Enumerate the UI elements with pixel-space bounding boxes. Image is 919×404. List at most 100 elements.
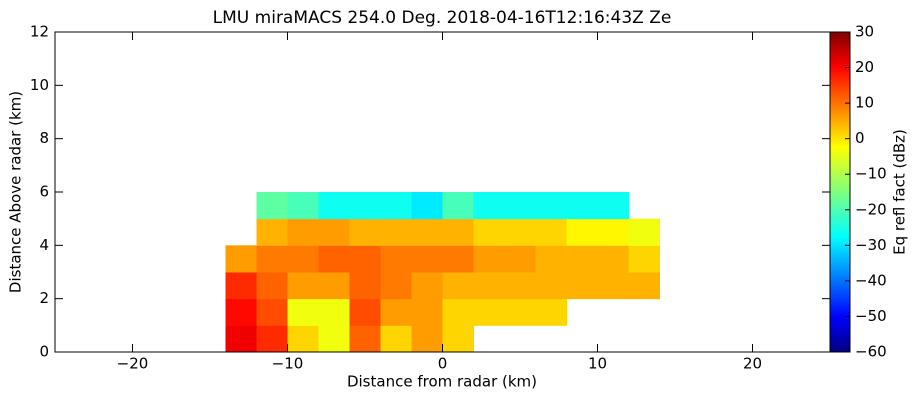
cell xyxy=(442,298,474,326)
cell xyxy=(566,272,598,300)
cell xyxy=(318,298,350,326)
cell xyxy=(504,298,536,326)
cell xyxy=(411,192,443,220)
cell xyxy=(566,192,598,220)
colorbar-tick-label: −40 xyxy=(855,271,887,289)
cell xyxy=(597,192,629,220)
cell xyxy=(504,245,536,273)
cell xyxy=(473,192,505,220)
cell xyxy=(256,325,288,353)
cell xyxy=(256,298,288,326)
y-tick-label: 2 xyxy=(39,289,49,307)
x-axis-label: Distance from radar (km) xyxy=(347,373,537,391)
cell xyxy=(411,218,443,246)
cell xyxy=(411,245,443,273)
cell xyxy=(256,245,288,273)
cell xyxy=(380,272,412,300)
colorbar-label: Eq refl fact (dBz) xyxy=(891,129,909,255)
cell xyxy=(380,298,412,326)
colorbar-tick-label: −10 xyxy=(855,165,887,183)
y-tick-label: 10 xyxy=(30,76,49,94)
cell xyxy=(256,272,288,300)
cell xyxy=(318,325,350,353)
cell xyxy=(256,218,288,246)
cell xyxy=(225,325,257,353)
colorbar-tick-label: −60 xyxy=(855,343,887,361)
cell xyxy=(535,272,567,300)
cell xyxy=(349,245,381,273)
cell xyxy=(473,298,505,326)
colorbar-tick-label: 30 xyxy=(855,23,874,41)
y-axis-label: Distance Above radar (km) xyxy=(7,91,25,293)
cell xyxy=(349,272,381,300)
cell xyxy=(287,245,319,273)
y-tick-label: 8 xyxy=(39,129,49,147)
cell xyxy=(287,272,319,300)
cell xyxy=(628,245,660,273)
y-tick-label: 12 xyxy=(30,23,49,41)
cell xyxy=(318,218,350,246)
chart-title: LMU miraMACS 254.0 Deg. 2018-04-16T12:16… xyxy=(213,8,672,28)
cell xyxy=(535,245,567,273)
cell xyxy=(473,245,505,273)
cell xyxy=(349,298,381,326)
cell xyxy=(225,272,257,300)
cell xyxy=(411,325,443,353)
cell xyxy=(287,218,319,246)
cell xyxy=(597,218,629,246)
cell xyxy=(411,272,443,300)
cell xyxy=(504,272,536,300)
cell xyxy=(473,218,505,246)
y-tick-label: 6 xyxy=(39,183,49,201)
cell xyxy=(535,192,567,220)
cell xyxy=(380,245,412,273)
cell xyxy=(504,218,536,246)
y-tick-label: 0 xyxy=(39,343,49,361)
cell xyxy=(225,298,257,326)
cell xyxy=(380,192,412,220)
x-tick-label: −20 xyxy=(117,355,149,373)
cell xyxy=(442,325,474,353)
cell xyxy=(287,192,319,220)
x-tick-label: 0 xyxy=(438,355,448,373)
cell xyxy=(566,218,598,246)
cell xyxy=(535,218,567,246)
cell xyxy=(256,192,288,220)
cell xyxy=(442,272,474,300)
cell xyxy=(318,245,350,273)
colorbar-tick-label: −50 xyxy=(855,307,887,325)
colorbar-tick-label: 10 xyxy=(855,94,874,112)
cell xyxy=(473,272,505,300)
cell xyxy=(380,218,412,246)
cell xyxy=(411,298,443,326)
colorbar xyxy=(830,32,850,352)
cell xyxy=(628,218,660,246)
cell xyxy=(442,192,474,220)
cell xyxy=(318,192,350,220)
cell xyxy=(442,218,474,246)
colorbar-frame xyxy=(829,31,851,353)
x-tick-label: −10 xyxy=(272,355,304,373)
colorbar-tick-label: −30 xyxy=(855,236,887,254)
cell xyxy=(597,272,629,300)
cell xyxy=(287,325,319,353)
colorbar-tick-label: −20 xyxy=(855,200,887,218)
cell xyxy=(349,218,381,246)
x-tick-label: 10 xyxy=(588,355,607,373)
cell xyxy=(349,325,381,353)
cell xyxy=(504,192,536,220)
cell xyxy=(566,245,598,273)
cell xyxy=(597,245,629,273)
y-tick-label: 4 xyxy=(39,236,49,254)
cell xyxy=(349,192,381,220)
cell xyxy=(287,298,319,326)
x-tick-label: 20 xyxy=(743,355,762,373)
colorbar-tick-label: 20 xyxy=(855,58,874,76)
cell xyxy=(225,245,257,273)
cell xyxy=(380,325,412,353)
cell xyxy=(442,245,474,273)
cell xyxy=(535,298,567,326)
cell xyxy=(628,272,660,300)
colorbar-tick-label: 0 xyxy=(855,129,865,147)
